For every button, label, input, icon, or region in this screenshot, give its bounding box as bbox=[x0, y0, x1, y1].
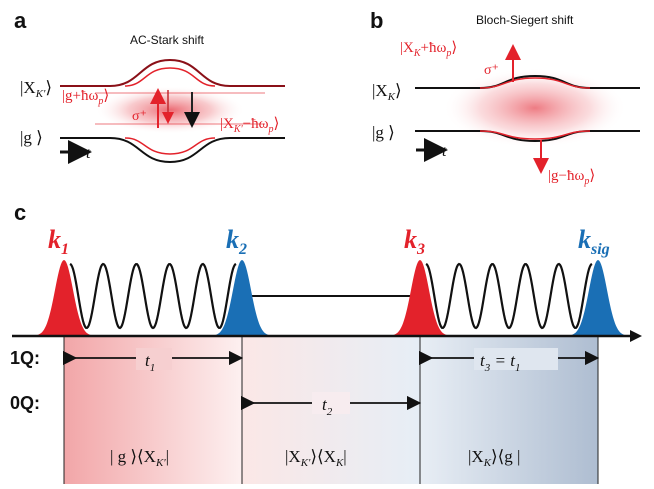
panel-a-title: AC-Stark shift bbox=[130, 33, 205, 47]
label-k2: k2 bbox=[226, 225, 247, 258]
pulse-ksig bbox=[562, 260, 634, 336]
panel-a-state-upper: |XK'⟩ bbox=[20, 78, 52, 100]
panel-b-letter: b bbox=[370, 8, 383, 33]
t2-label-bg bbox=[312, 392, 350, 414]
panel-a-upper-level bbox=[60, 58, 285, 87]
time-axis-arrowhead bbox=[630, 330, 642, 342]
panel-b-time-label: t bbox=[442, 143, 447, 160]
panel-c-letter: c bbox=[14, 200, 26, 225]
panel-a-letter: a bbox=[14, 8, 27, 33]
t3-label-bg bbox=[474, 348, 558, 370]
panel-b-state-lower: |g ⟩ bbox=[372, 123, 395, 142]
t1-label: t1 bbox=[145, 351, 155, 374]
panel-b-title: Bloch-Siegert shift bbox=[476, 13, 574, 27]
panel-b-dressed-lower-label: |g−ħωp⟩ bbox=[548, 168, 595, 187]
pulse-k3 bbox=[384, 260, 456, 336]
panel-a: a AC-Stark shift σ⁺ |XK'⟩ |g ⟩ |g+ħωp⟩ |… bbox=[14, 8, 285, 164]
t1-label-bg bbox=[136, 348, 172, 370]
panel-b-pump-glow bbox=[443, 68, 627, 148]
panel-a-dressed-lower-label: |XK'−ħωp⟩ bbox=[220, 116, 279, 135]
coherence-t2: |XK'⟩⟨XK| bbox=[285, 447, 347, 469]
panel-a-time-label: t bbox=[86, 145, 91, 162]
panel-b-dressed-upper-label: |XK+ħωp⟩ bbox=[400, 40, 457, 59]
coherence-t3: |XK⟩⟨g | bbox=[468, 447, 520, 469]
pulse-k2 bbox=[206, 260, 278, 336]
coherence-t1: | g ⟩⟨XK'| bbox=[110, 447, 169, 469]
panel-b: b Bloch-Siegert shift σ⁺ |XK⟩ |g ⟩ |XK+ħ… bbox=[370, 8, 640, 187]
panel-c: c k1 k2 k3 ksig 1Q: 0Q: t1 bbox=[10, 200, 642, 484]
t3-label: t3 = t1 bbox=[480, 351, 520, 374]
panel-b-state-upper: |XK⟩ bbox=[372, 81, 402, 103]
panel-a-dressed-upper-label: |g+ħωp⟩ bbox=[62, 88, 109, 107]
label-ksig: ksig bbox=[578, 225, 610, 258]
panel-b-polarization: σ⁺ bbox=[484, 63, 499, 78]
row-label-1q: 1Q: bbox=[10, 348, 40, 368]
panel-a-upper-dressed bbox=[124, 67, 216, 87]
row-label-0q: 0Q: bbox=[10, 393, 40, 413]
label-k1: k1 bbox=[48, 225, 69, 258]
label-k3: k3 bbox=[404, 225, 425, 258]
oscillation-t3 bbox=[425, 262, 593, 330]
oscillation-t1 bbox=[69, 262, 237, 330]
t2-label: t2 bbox=[322, 395, 333, 418]
panel-a-lower-dressed bbox=[124, 137, 216, 155]
pulse-k1 bbox=[28, 260, 100, 336]
panel-a-state-lower: |g ⟩ bbox=[20, 128, 43, 147]
panel-a-lower-level bbox=[60, 137, 285, 164]
panel-a-polarization: σ⁺ bbox=[132, 109, 147, 124]
panel-b-lower-dressed bbox=[479, 130, 591, 140]
panel-a-pump-glow bbox=[95, 86, 245, 134]
panel-b-upper-dressed bbox=[479, 77, 591, 89]
